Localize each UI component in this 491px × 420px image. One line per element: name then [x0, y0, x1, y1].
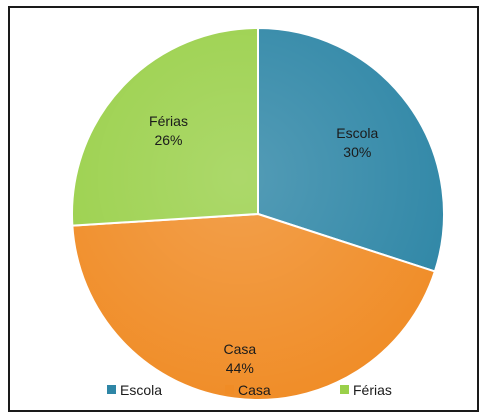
data-label-casa-name: Casa	[223, 341, 256, 357]
legend-label-casa: Casa	[238, 382, 271, 398]
legend-swatch-escola	[107, 385, 116, 394]
data-label-ferias-name: Férias	[149, 113, 188, 129]
pie-data-labels: Escola 30% Casa 44% Férias 26%	[149, 113, 378, 376]
pie-slices	[71, 26, 445, 401]
data-label-escola-percent: 30%	[343, 144, 371, 160]
legend-label-ferias: Férias	[353, 382, 392, 398]
legend-swatch-casa	[225, 385, 234, 394]
data-label-ferias-percent: 26%	[154, 132, 182, 148]
legend-label-escola: Escola	[120, 382, 162, 398]
data-label-escola-name: Escola	[336, 125, 378, 141]
data-label-casa-percent: 44%	[226, 360, 254, 376]
legend-swatch-ferias	[340, 385, 349, 394]
legend: Escola Casa Férias	[107, 382, 392, 398]
pie-highlight	[72, 28, 444, 400]
